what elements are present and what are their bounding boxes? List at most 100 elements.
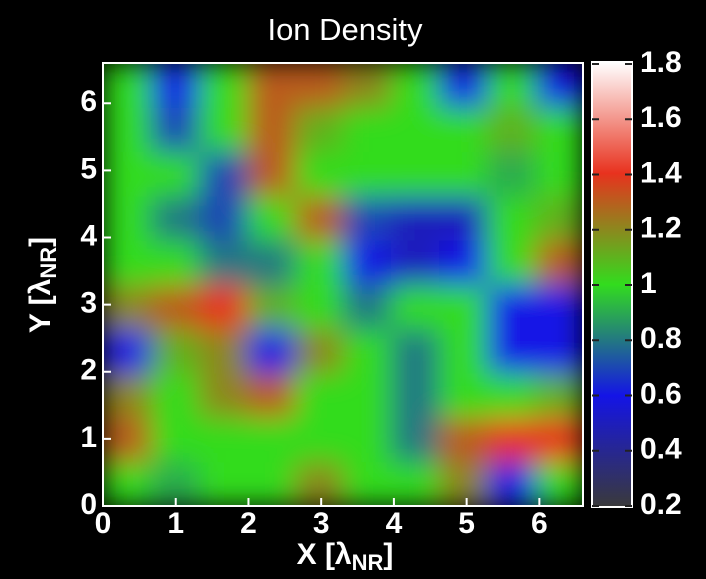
heatmap-cell	[487, 63, 536, 108]
heatmap-cell	[103, 285, 152, 330]
y-axis-label: Y [λNR]	[24, 237, 61, 333]
heatmap-cell	[487, 285, 536, 330]
y-tick-label: 3	[80, 287, 97, 320]
heatmap-cell	[247, 417, 296, 462]
heatmap-cell	[487, 417, 536, 462]
heatmap-cell	[103, 152, 152, 197]
heatmap-cell	[151, 373, 200, 418]
x-tick-label: 4	[386, 507, 403, 540]
heatmap-cell	[103, 196, 152, 241]
heatmap-cell	[487, 240, 536, 285]
heatmap-cell	[391, 63, 440, 108]
heatmap-cell	[247, 107, 296, 152]
heatmap-cell	[439, 63, 488, 108]
x-tick-label: 6	[531, 507, 548, 540]
heatmap-cell	[151, 417, 200, 462]
heatmap-cell	[151, 152, 200, 197]
heatmap-cell	[391, 196, 440, 241]
heatmap-cell	[439, 373, 488, 418]
heatmap-cell	[535, 417, 584, 462]
heatmap-cell	[295, 152, 344, 197]
heatmap-cell	[439, 152, 488, 197]
x-axis-label: X [λNR]	[297, 538, 394, 575]
heatmap-cell	[199, 285, 248, 330]
heatmap-cell	[391, 152, 440, 197]
y-label-part: ]	[24, 237, 57, 247]
heatmap-cell	[247, 462, 296, 507]
heatmap-cell	[247, 152, 296, 197]
x-label-part: X [λ	[297, 538, 352, 571]
heatmap-cell	[343, 373, 392, 418]
heatmap-cell	[247, 285, 296, 330]
heatmap-cell	[199, 373, 248, 418]
heatmap-cell	[151, 196, 200, 241]
heatmap-cell	[295, 63, 344, 108]
heatmap-cell	[199, 240, 248, 285]
heatmap-cell	[535, 329, 584, 374]
heatmap-cell	[535, 285, 584, 330]
x-tick-label: 3	[313, 507, 330, 540]
heatmap-cell	[103, 240, 152, 285]
heatmap-cell	[487, 462, 536, 507]
x-tick-label: 1	[167, 507, 184, 540]
x-tick-label: 5	[458, 507, 475, 540]
heatmap-cell	[343, 329, 392, 374]
y-tick-label: 5	[80, 152, 97, 185]
heatmap-cell	[535, 462, 584, 507]
heatmap-cell	[199, 107, 248, 152]
heatmap-cell	[247, 196, 296, 241]
heatmap-cell	[439, 240, 488, 285]
heatmap-cell	[343, 107, 392, 152]
heatmap-cell	[487, 329, 536, 374]
y-tick-label: 0	[80, 488, 97, 521]
heatmap-cell	[151, 107, 200, 152]
colorbar-tick-label: 1.6	[640, 101, 682, 134]
heatmap-cell	[487, 152, 536, 197]
heatmap-cell	[487, 196, 536, 241]
heatmap-cell	[535, 107, 584, 152]
heatmap-cell	[439, 107, 488, 152]
heatmap-cell	[535, 152, 584, 197]
y-tick-label: 6	[80, 85, 97, 118]
heatmap-cell	[391, 285, 440, 330]
heatmap-cell	[343, 196, 392, 241]
y-label-sub: NR	[36, 247, 61, 279]
heatmap-cell	[103, 329, 152, 374]
heatmap-cell	[151, 285, 200, 330]
heatmap-cell	[535, 373, 584, 418]
heatmap-cell	[295, 329, 344, 374]
heatmap-cell	[439, 196, 488, 241]
x-label-part: ]	[383, 538, 393, 571]
heatmap-cell	[343, 285, 392, 330]
heatmap-cell	[151, 329, 200, 374]
heatmap-cell	[391, 240, 440, 285]
x-tick-label: 2	[240, 507, 257, 540]
heatmap-cell	[439, 329, 488, 374]
y-label-part: Y [λ	[24, 278, 57, 333]
heatmap-cell	[391, 417, 440, 462]
heatmap-cell	[247, 63, 296, 108]
heatmap-cell	[295, 240, 344, 285]
heatmap-cell	[103, 63, 152, 108]
heatmap-cell	[247, 373, 296, 418]
heatmap-cell	[535, 240, 584, 285]
heatmap-cell	[343, 240, 392, 285]
colorbar-tick-label: 0.6	[640, 377, 682, 410]
heatmap-cell	[247, 329, 296, 374]
heatmap-cell	[391, 107, 440, 152]
heatmap	[103, 63, 584, 507]
y-tick-label: 1	[80, 421, 97, 454]
heatmap-cell	[535, 196, 584, 241]
heatmap-cell	[295, 373, 344, 418]
heatmap-cell	[439, 417, 488, 462]
colorbar-tick-label: 0.8	[640, 322, 682, 355]
chart: Ion Density X [λNR] Y [λNR] 012345601234…	[0, 0, 706, 579]
heatmap-cell	[391, 329, 440, 374]
heatmap-cell	[535, 63, 584, 108]
heatmap-cell	[439, 462, 488, 507]
heatmap-cell	[199, 196, 248, 241]
heatmap-cell	[199, 152, 248, 197]
colorbar-tick-label: 1	[640, 267, 657, 300]
heatmap-cell	[103, 373, 152, 418]
heatmap-cell	[295, 196, 344, 241]
